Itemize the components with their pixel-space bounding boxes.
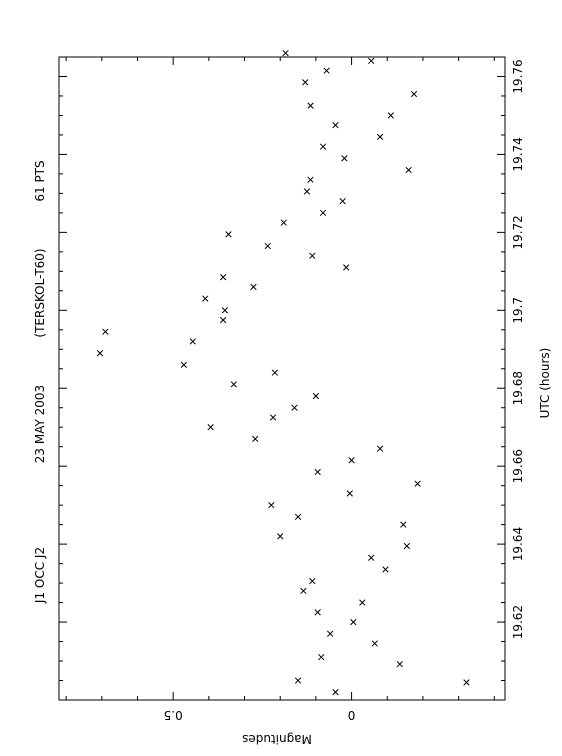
data-point [387, 112, 394, 119]
y-tick-label: 0 [348, 708, 356, 722]
data-point [400, 521, 407, 528]
data-point [319, 143, 327, 150]
data-point [268, 501, 275, 509]
x-tick-label: 19.64 [511, 527, 525, 561]
header-observatory: (TERSKOL-T60) [33, 248, 47, 337]
plot-frame [58, 56, 506, 701]
data-point [271, 369, 279, 376]
data-point [202, 295, 209, 302]
header-points-count: 61 PTS [33, 160, 47, 201]
data-point [207, 424, 214, 431]
chart-header: J1 OCC J2 23 MAY 2003 (TERSKOL-T60) 61 P… [33, 160, 47, 604]
y-tick-label: 0.5 [164, 708, 183, 722]
y-axis-tick-labels: 00.5 [164, 708, 356, 722]
x-tick-label: 19.62 [511, 605, 525, 639]
data-point [368, 57, 375, 65]
data-point [302, 79, 309, 86]
data-point [350, 618, 357, 626]
x-axis-label: UTC (hours) [538, 348, 552, 419]
data-point [348, 457, 355, 464]
data-point [307, 102, 314, 109]
x-tick-label: 19.72 [511, 215, 525, 249]
x-tick-label: 19.74 [511, 137, 525, 171]
data-point [282, 49, 289, 57]
data-point [303, 188, 311, 195]
x-tick-label: 19.76 [511, 59, 525, 93]
data-point [319, 209, 327, 217]
data-point [414, 480, 421, 487]
data-point [309, 252, 316, 259]
data-point [403, 542, 411, 550]
data-point [277, 533, 284, 540]
x-axis-ticks [59, 56, 505, 701]
data-point [339, 198, 346, 205]
x-axis-tick-labels: 19.62 19.64 19.66 19.68 19.7 19.72 19.74 19.76 [511, 59, 525, 639]
header-date: 23 MAY 2003 [33, 385, 47, 463]
data-point [291, 404, 298, 411]
data-point [343, 264, 350, 271]
data-point [307, 176, 314, 183]
data-point [396, 660, 403, 668]
data-points [96, 49, 470, 696]
data-point [312, 392, 320, 400]
data-point [323, 67, 330, 74]
data-point [219, 316, 227, 324]
data-point [318, 653, 325, 661]
data-point [368, 554, 375, 561]
data-point [294, 513, 302, 520]
data-point [280, 219, 287, 226]
data-point [410, 90, 418, 98]
data-point [309, 577, 316, 585]
data-point [230, 381, 237, 388]
data-point [300, 587, 307, 595]
data-point [382, 566, 389, 573]
data-point [252, 435, 259, 443]
data-point [269, 414, 277, 421]
data-point [96, 350, 104, 357]
data-point [264, 242, 271, 250]
data-point [371, 640, 378, 647]
data-point [405, 166, 412, 174]
data-point [180, 361, 188, 369]
data-point [225, 231, 232, 238]
x-tick-label: 19.68 [511, 371, 525, 405]
data-point [332, 689, 339, 696]
x-tick-label: 19.66 [511, 449, 525, 483]
data-point [327, 630, 334, 637]
data-point [346, 490, 353, 497]
data-point [250, 283, 257, 291]
y-axis-label: Magnitudes [242, 732, 312, 746]
header-target: J1 OCC J2 [33, 547, 47, 604]
data-point [102, 328, 109, 335]
data-point [376, 445, 384, 452]
data-point [221, 307, 229, 314]
data-point [189, 338, 196, 345]
data-point [314, 609, 321, 616]
y-axis-ticks [65, 57, 495, 700]
data-point [376, 133, 384, 141]
data-point [463, 679, 470, 686]
data-point [294, 677, 302, 684]
data-point [332, 122, 339, 129]
data-point [314, 468, 321, 476]
data-point [359, 599, 366, 606]
data-point [341, 155, 348, 162]
data-point [219, 274, 227, 281]
x-tick-label: 19.7 [511, 297, 525, 324]
